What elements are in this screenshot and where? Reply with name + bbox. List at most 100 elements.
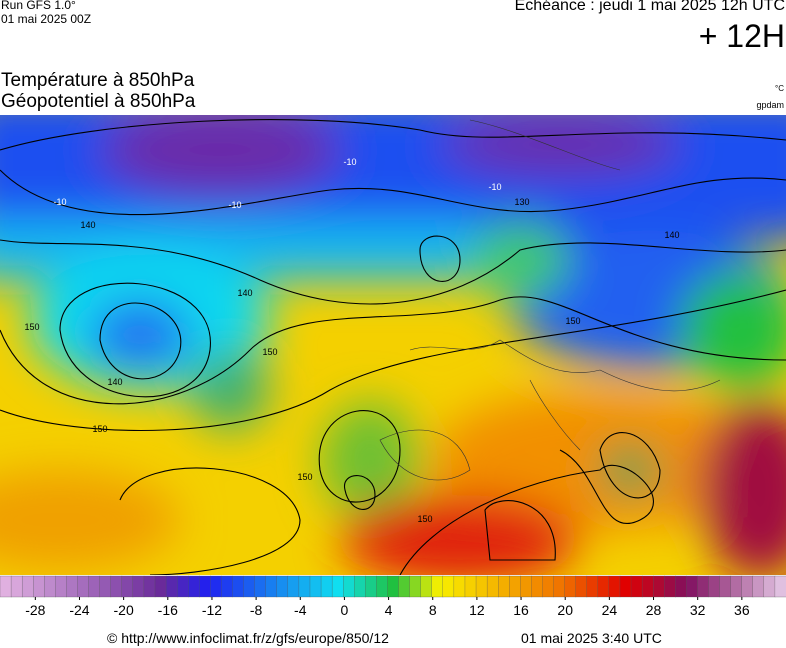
contour-labels: -10 -10 -10 -10 130 140 140 140 140 150 150 150 150 1…	[24, 157, 679, 524]
colorbar-tick-label: -4	[294, 602, 307, 618]
colorbar-swatch	[763, 575, 776, 598]
colorbar-swatch	[132, 575, 145, 598]
contour-label: 140	[664, 230, 679, 240]
colorbar-swatch	[752, 575, 765, 598]
colorbar-tick-label: 36	[734, 602, 750, 618]
colorbar-swatch	[387, 575, 399, 598]
contour-label: -10	[53, 197, 66, 207]
colorbar-swatch	[188, 575, 200, 598]
colorbar-swatch	[741, 575, 754, 598]
colorbar-swatch	[608, 575, 621, 598]
colorbar-swatch	[520, 575, 532, 598]
colorbar-swatch	[154, 575, 167, 598]
colorbar-tick-label: -8	[250, 602, 263, 618]
temperature-field: -10 -10 -10 -10 130 140 140 140 140 150 150 150 150 1…	[0, 115, 786, 575]
contour-label: -10	[343, 157, 356, 167]
contour-label: 140	[237, 288, 252, 298]
colorbar-tick-label: 32	[690, 602, 706, 618]
colorbar-swatch	[774, 575, 786, 598]
title-geopotential: Géopotentiel à 850hPa	[1, 91, 196, 112]
colorbar-tick-label: 24	[602, 602, 618, 618]
contour-label: 150	[417, 514, 432, 524]
colorbar-swatch	[586, 575, 599, 598]
colorbar-swatch	[199, 575, 211, 598]
colorbar-swatch	[265, 575, 278, 598]
colorbar-swatch	[453, 575, 466, 598]
colorbar-swatch	[630, 575, 643, 598]
colorbar-swatch	[254, 575, 267, 598]
colorbar-swatch	[464, 575, 477, 598]
colorbar-tick-label: -16	[158, 602, 178, 618]
colorbar-tick-label: 4	[385, 602, 393, 618]
colorbar-swatch	[509, 575, 521, 598]
colorbar-swatch	[498, 575, 510, 598]
colorbar-swatch	[55, 575, 67, 598]
colorbar-swatch	[398, 575, 411, 598]
colorbar-swatch	[287, 575, 300, 598]
colorbar-swatch	[298, 575, 311, 598]
contour-label: 150	[565, 316, 580, 326]
colorbar-swatch	[542, 575, 554, 598]
colorbar-swatch	[409, 575, 422, 598]
colorbar: -28 -24 -20 -16 -12 -8 -4 0 4 8 12 16 20 24 28 32 36	[0, 575, 786, 618]
generated-time: 01 mai 2025 3:40 UTC	[521, 630, 662, 646]
unit-temperature: °C	[775, 84, 784, 93]
colorbar-tick-label: 16	[513, 602, 529, 618]
forecast-date: Echéance : jeudi 1 mai 2025 12h UTC	[514, 0, 785, 14]
colorbar-swatch	[320, 575, 333, 598]
colorbar-swatch	[221, 575, 233, 598]
colorbar-swatch	[619, 575, 632, 598]
colorbar-swatch	[331, 575, 344, 598]
colorbar-swatch	[664, 575, 676, 598]
colorbar-swatch	[99, 575, 112, 598]
colorbar-swatch	[653, 575, 665, 598]
colorbar-swatch	[143, 575, 156, 598]
contour-label: 150	[24, 322, 39, 332]
colorbar-tick-label: -20	[114, 602, 134, 618]
colorbar-tick-label: 0	[341, 602, 349, 618]
colorbar-swatch	[420, 575, 433, 598]
unit-geopotential: gpdam	[756, 100, 784, 110]
geopotential-contours	[0, 119, 786, 575]
contour-label: 140	[80, 220, 95, 230]
lead-time: + 12H	[698, 18, 785, 54]
colorbar-swatch	[66, 575, 78, 598]
contour-label: 150	[262, 347, 277, 357]
colorbar-swatch	[675, 575, 687, 598]
contour-label: 130	[514, 197, 529, 207]
colorbar-swatch	[276, 575, 289, 598]
run-label: Run GFS 1.0°	[1, 0, 76, 12]
colorbar-swatch	[176, 575, 189, 598]
colorbar-swatch	[641, 575, 654, 598]
colorbar-tick-label: 28	[646, 602, 662, 618]
contour-label: -10	[488, 182, 501, 192]
colorbar-swatch	[442, 575, 455, 598]
colorbar-swatch	[431, 575, 444, 598]
colorbar-swatch	[77, 575, 90, 598]
colorbar-swatch	[243, 575, 256, 598]
colorbar-swatch	[88, 575, 101, 598]
colorbar-swatch	[686, 575, 698, 598]
colorbar-swatch	[44, 575, 56, 598]
colorbar-swatch	[531, 575, 543, 598]
colorbar-swatch	[33, 575, 45, 598]
colorbar-tick-label: 12	[469, 602, 485, 618]
run-date: 01 mai 2025 00Z	[1, 12, 92, 26]
colorbar-tick-label: -28	[25, 602, 45, 618]
colorbar-swatch	[475, 575, 488, 598]
colorbar-swatch	[232, 575, 244, 598]
colorbar-tick-label: 8	[429, 602, 437, 618]
colorbar-swatch	[343, 575, 355, 598]
colorbar-swatch	[21, 575, 34, 598]
colorbar-swatch	[0, 575, 12, 598]
colorbar-swatch	[708, 575, 721, 598]
colorbar-swatch	[354, 575, 366, 598]
colorbar-swatch	[597, 575, 610, 598]
contour-label: 150	[92, 424, 107, 434]
colorbar-swatch	[165, 575, 178, 598]
colorbar-swatch	[110, 575, 123, 598]
colorbar-swatch	[697, 575, 709, 598]
colorbar-swatch	[309, 575, 322, 598]
colorbar-swatch	[365, 575, 377, 598]
